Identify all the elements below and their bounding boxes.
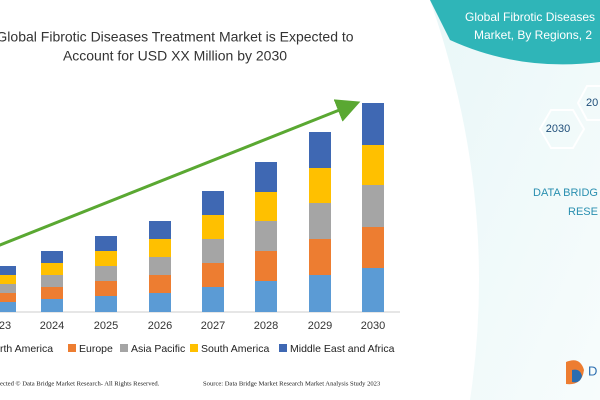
legend-label: Asia Pacific — [131, 343, 185, 355]
bar-segment — [95, 266, 117, 281]
bar-segment — [255, 221, 277, 251]
hexagon — [576, 85, 600, 121]
legend-label: South America — [201, 343, 269, 355]
hexagon — [538, 109, 586, 149]
bar-segment — [41, 299, 63, 312]
bar-segment — [362, 268, 384, 312]
bar-segment — [149, 221, 171, 239]
hexagon-label: 2030 — [546, 123, 570, 135]
bar-segment — [309, 168, 331, 203]
legend-label: Europe — [79, 343, 113, 355]
trend-arrow — [0, 99, 361, 247]
footer-source: Source: Data Bridge Market Research Mark… — [203, 381, 381, 388]
bar-segment — [41, 275, 63, 287]
bar-segment — [41, 251, 63, 263]
bar-segment — [0, 302, 16, 312]
bar-segment — [202, 215, 224, 239]
bar-segment — [41, 287, 63, 299]
x-tick-label: 2025 — [94, 320, 118, 332]
bar-segment — [362, 185, 384, 227]
bar-segment — [202, 263, 224, 287]
legend-label: rth America — [0, 343, 53, 355]
bar-segment — [95, 281, 117, 296]
legend-swatch — [279, 344, 287, 352]
bar-segment — [41, 263, 63, 275]
legend-swatch — [190, 344, 198, 352]
chart-title: Global Fibrotic Diseases Treatment Marke… — [0, 29, 354, 45]
x-tick-label: 2030 — [361, 320, 385, 332]
bar-segment — [95, 296, 117, 312]
bar-segment — [0, 284, 16, 293]
bar-segment — [0, 266, 16, 275]
bar-segment — [149, 257, 171, 275]
bar-segment — [149, 239, 171, 257]
legend-swatch — [68, 344, 76, 352]
bar-segment — [95, 236, 117, 251]
logo-mark — [572, 369, 582, 383]
bar-segment — [202, 287, 224, 312]
side-panel-bg — [430, 0, 600, 400]
bar-segment — [362, 145, 384, 185]
x-tick-label: 23 — [0, 320, 11, 332]
bar-segment — [362, 227, 384, 268]
bar-segment — [362, 103, 384, 145]
chart-title: Account for USD XX Million by 2030 — [63, 48, 287, 64]
bar-segment — [149, 275, 171, 293]
bar-segment — [202, 239, 224, 263]
side-panel-header — [430, 0, 600, 65]
logo-text: D — [588, 363, 597, 378]
footer-copyright: ected © Data Bridge Market Research- All… — [0, 381, 160, 388]
bar-segment — [202, 191, 224, 215]
x-tick-label: 2028 — [254, 320, 278, 332]
bar-segment — [309, 275, 331, 312]
brand-text: DATA BRIDG — [533, 187, 598, 199]
side-title: Market, By Regions, 2 — [474, 28, 592, 42]
bar-segment — [309, 203, 331, 239]
bar-segment — [255, 162, 277, 192]
bar-segment — [255, 281, 277, 312]
x-tick-label: 2029 — [308, 320, 332, 332]
bar-segment — [255, 251, 277, 281]
bar-segment — [309, 239, 331, 275]
legend-swatch — [120, 344, 128, 352]
bar-segment — [0, 293, 16, 302]
x-tick-label: 2026 — [148, 320, 172, 332]
side-title: Global Fibrotic Diseases — [465, 10, 595, 24]
brand-text: RESE — [568, 206, 598, 218]
bar-segment — [255, 192, 277, 221]
legend-label: Middle East and Africa — [290, 343, 395, 355]
hexagon-label: 20 — [586, 97, 598, 109]
bar-segment — [0, 275, 16, 284]
x-tick-label: 2024 — [40, 320, 64, 332]
x-tick-label: 2027 — [201, 320, 225, 332]
bar-segment — [309, 132, 331, 168]
bar-segment — [95, 251, 117, 266]
bar-segment — [149, 293, 171, 312]
